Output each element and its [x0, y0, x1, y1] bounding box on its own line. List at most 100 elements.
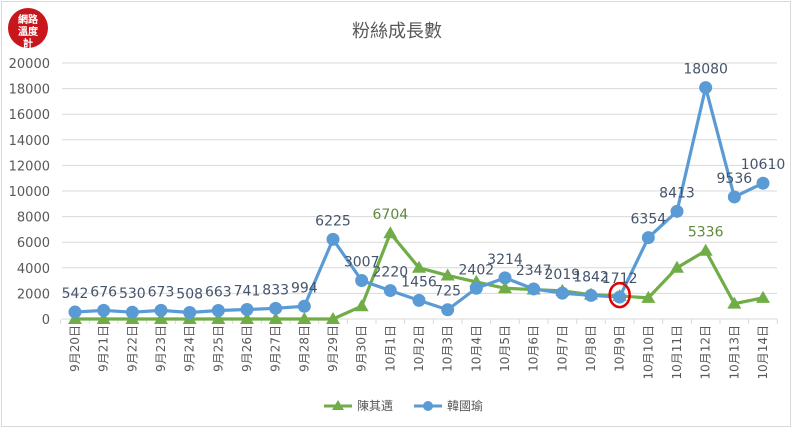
data-label: 8413 [659, 185, 695, 201]
x-tick-label: 10月2日 [412, 325, 426, 372]
y-tick-label: 10000 [9, 185, 50, 200]
data-point [412, 260, 426, 273]
data-label: 6704 [373, 207, 409, 223]
data-label: 3007 [344, 255, 380, 271]
x-tick-label: 9月21日 [97, 325, 111, 372]
data-label: 994 [291, 280, 318, 296]
data-label: 2220 [373, 265, 409, 281]
data-label: 1712 [602, 271, 638, 287]
x-tick-label: 9月25日 [211, 325, 225, 372]
data-point [412, 293, 426, 307]
data-point [96, 312, 111, 324]
data-point [326, 312, 340, 324]
logo: 網路溫度計 [8, 8, 48, 50]
y-tick-label: 4000 [17, 262, 50, 277]
data-label: 725 [434, 284, 461, 300]
data-label: 833 [262, 282, 289, 298]
x-tick-label: 9月27日 [269, 325, 283, 372]
data-point [527, 282, 541, 296]
data-point [698, 243, 713, 256]
data-point [727, 190, 741, 204]
data-point [756, 290, 770, 303]
legend-label: 韓國瑜 [447, 398, 483, 413]
data-point [641, 231, 655, 245]
data-point [125, 305, 139, 319]
y-tick-label: 0 [42, 313, 50, 328]
x-tick-label: 10月8日 [584, 325, 598, 372]
data-point [641, 290, 656, 303]
x-tick-label: 10月6日 [527, 325, 541, 372]
x-tick-label: 9月29日 [326, 325, 340, 372]
data-label: 10610 [741, 157, 786, 173]
data-label: 530 [119, 286, 146, 302]
data-label: 1842 [573, 269, 609, 285]
legend-label: 陳其邁 [357, 399, 393, 413]
y-tick-label: 14000 [9, 134, 50, 149]
data-point [727, 296, 742, 309]
data-label: 663 [205, 285, 232, 301]
data-label: 5336 [688, 225, 724, 241]
x-tick-label: 10月4日 [469, 325, 483, 372]
data-label: 741 [234, 284, 261, 300]
data-point [498, 271, 512, 285]
x-tick-label: 9月23日 [154, 325, 168, 372]
data-label: 3214 [487, 252, 523, 268]
data-point [756, 176, 770, 190]
legend-marker [423, 401, 433, 411]
data-point [68, 305, 82, 319]
data-label: 18080 [683, 62, 728, 78]
data-label: 6354 [631, 212, 667, 228]
data-point [699, 81, 713, 95]
data-point [240, 312, 254, 324]
x-tick-label: 10月3日 [441, 325, 455, 372]
x-tick-label: 10月10日 [641, 325, 655, 380]
data-point [670, 260, 684, 273]
x-tick-label: 10月13日 [727, 325, 741, 380]
x-tick-label: 9月20日 [68, 325, 82, 372]
y-tick-label: 12000 [9, 159, 50, 174]
chart-title: 粉絲成長數 [352, 21, 442, 42]
data-label: 542 [62, 286, 89, 302]
y-tick-label: 8000 [17, 211, 50, 226]
x-tick-label: 9月24日 [183, 325, 197, 372]
data-label: 2019 [545, 267, 581, 283]
x-tick-label: 10月12日 [699, 325, 713, 380]
data-point [383, 284, 397, 298]
data-point [383, 226, 398, 239]
legend-marker [332, 400, 344, 410]
x-tick-label: 10月7日 [555, 325, 569, 372]
data-label: 508 [176, 286, 203, 302]
data-point [440, 268, 455, 281]
data-point [670, 204, 684, 218]
data-point [584, 288, 598, 302]
highlight-circle [608, 281, 631, 309]
data-point [154, 312, 168, 324]
data-label: 676 [90, 284, 117, 300]
data-point [297, 299, 311, 313]
y-tick-label: 6000 [17, 236, 50, 251]
data-point [355, 274, 369, 288]
data-label: 673 [148, 284, 175, 300]
data-point [240, 303, 254, 317]
data-point [97, 303, 111, 317]
x-tick-label: 9月22日 [125, 325, 139, 372]
data-point [555, 286, 569, 300]
y-tick-label: 16000 [9, 108, 50, 123]
data-point [354, 299, 369, 312]
x-tick-label: 10月14日 [756, 325, 770, 380]
x-tick-label: 10月1日 [383, 325, 397, 372]
data-point [498, 281, 512, 294]
data-point [154, 303, 168, 317]
data-label: 9536 [717, 171, 753, 187]
y-tick-label: 18000 [9, 83, 50, 98]
x-tick-label: 9月28日 [297, 325, 311, 372]
data-point [183, 305, 197, 319]
data-point [269, 301, 283, 315]
data-point [441, 303, 455, 317]
data-point [469, 281, 483, 295]
data-point [211, 304, 225, 318]
data-point [297, 312, 312, 324]
y-tick-label: 20000 [9, 57, 50, 72]
